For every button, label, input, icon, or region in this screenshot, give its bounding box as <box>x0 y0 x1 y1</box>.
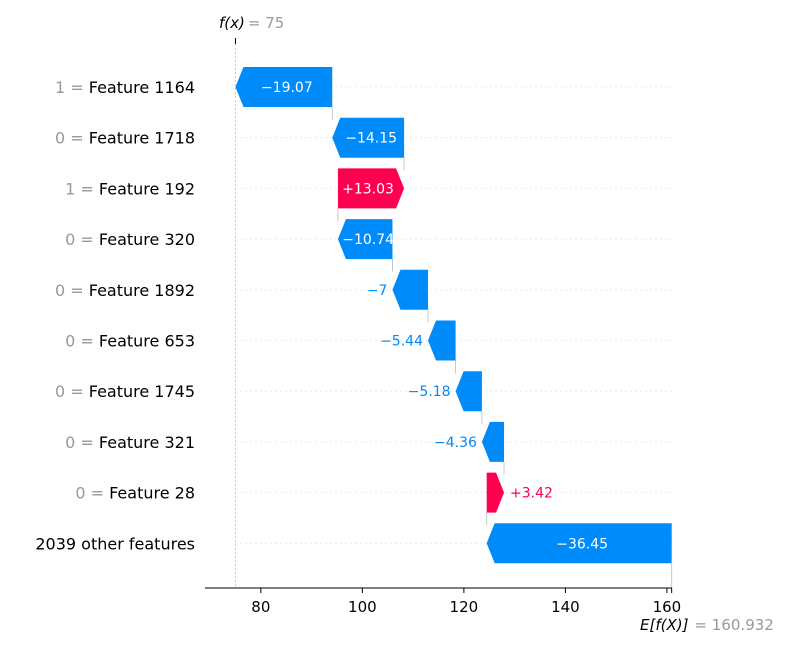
fx-value: = 75 <box>248 14 284 32</box>
waterfall-bar <box>427 320 456 361</box>
expected-value-label: E[f(X)] = 160.932 <box>640 616 774 634</box>
feature-name: 2039 other features <box>35 534 195 553</box>
feature-name: Feature 1892 <box>89 281 195 300</box>
feature-value: 0 = <box>65 230 99 249</box>
feature-label: 0 = Feature 28 <box>75 484 195 503</box>
fx-label: f(x) = 75 <box>219 14 284 32</box>
bar-value-label: +3.42 <box>510 486 553 502</box>
expected-value-value: = 160.932 <box>694 616 773 634</box>
waterfall-bar <box>455 371 482 412</box>
feature-label: 1 = Feature 1164 <box>55 78 195 97</box>
x-tick-label: 100 <box>348 598 377 616</box>
x-tick-label: 160 <box>653 598 682 616</box>
waterfall-bar <box>486 472 505 513</box>
feature-name: Feature 653 <box>99 332 195 351</box>
waterfall-bar <box>337 168 405 209</box>
feature-name: Feature 28 <box>109 484 195 503</box>
x-tick-label: 140 <box>551 598 580 616</box>
feature-value: 1 = <box>65 179 99 198</box>
bar-value-label: −19.07 <box>261 80 313 96</box>
x-tick-label: 80 <box>251 598 270 616</box>
feature-label: 0 = Feature 320 <box>65 230 195 249</box>
feature-label: 0 = Feature 1745 <box>55 382 195 401</box>
expected-value-symbol: E[f(X)] <box>640 616 689 634</box>
feature-value: 1 = <box>55 78 89 97</box>
feature-label: 0 = Feature 1892 <box>55 281 195 300</box>
feature-label: 0 = Feature 321 <box>65 433 195 452</box>
feature-name: Feature 321 <box>99 433 195 452</box>
fx-symbol: f(x) <box>219 14 245 32</box>
feature-name: Feature 1164 <box>89 78 195 97</box>
feature-value: 0 = <box>55 281 89 300</box>
feature-label: 1 = Feature 192 <box>65 179 195 198</box>
bar-value-label: −5.44 <box>380 334 423 350</box>
feature-name: Feature 1745 <box>89 382 195 401</box>
feature-value: 0 = <box>65 433 99 452</box>
bar-value-label: −4.36 <box>434 435 477 451</box>
feature-name: Feature 1718 <box>89 129 195 148</box>
bar-value-labels: −19.07 −14.15 +13.03 −10.74 −7 −5.44 −5.18 −4.3… <box>261 80 608 552</box>
connector-lines <box>234 38 673 588</box>
feature-labels: 1 = Feature 1164 0 = Feature 1718 1 = Feat… <box>35 78 195 553</box>
bar-value-label: −7 <box>367 283 388 299</box>
feature-label: 0 = Feature 1718 <box>55 129 195 148</box>
feature-value: 0 = <box>55 129 89 148</box>
bar-value-label: −5.18 <box>408 384 451 400</box>
feature-value: 0 = <box>55 382 89 401</box>
x-axis: 80 100 120 140 160 <box>205 587 682 616</box>
waterfall-bar <box>481 421 505 462</box>
waterfall-bar <box>486 523 672 564</box>
gridlines <box>235 86 672 544</box>
waterfall-bar <box>235 67 333 107</box>
feature-value: 0 = <box>65 332 99 351</box>
feature-label: 2039 other features <box>35 534 195 553</box>
waterfall-bar <box>337 219 393 260</box>
bar-value-label: +13.03 <box>342 181 394 197</box>
waterfall-bar <box>392 269 428 310</box>
x-tick-label: 120 <box>450 598 479 616</box>
bar-value-label: −36.45 <box>556 536 608 552</box>
feature-name: Feature 320 <box>99 230 195 249</box>
feature-name: Feature 192 <box>99 179 195 198</box>
feature-label: 0 = Feature 653 <box>65 332 195 351</box>
waterfall-bar <box>332 117 405 158</box>
bar-value-label: −10.74 <box>342 232 394 248</box>
bars <box>235 67 672 564</box>
feature-value: 0 = <box>75 484 109 503</box>
bar-value-label: −14.15 <box>345 131 397 147</box>
